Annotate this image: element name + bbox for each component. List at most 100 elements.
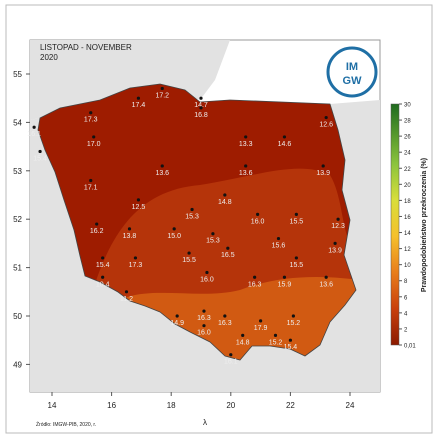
y-tick-label: 51 xyxy=(13,264,22,273)
station xyxy=(199,96,203,100)
station-value: 13.3 xyxy=(239,141,253,148)
station-value: 17.0 xyxy=(87,141,101,148)
colorbar-tick-label: 30 xyxy=(404,103,411,109)
station-value: 14.8 xyxy=(236,339,250,346)
x-tick-label: 20 xyxy=(226,401,235,410)
station xyxy=(211,232,215,236)
station-value: 15.4 xyxy=(33,155,47,162)
station xyxy=(324,115,328,120)
station xyxy=(282,135,287,139)
station-value: 15.3 xyxy=(185,214,199,221)
station xyxy=(226,246,230,250)
station-value: 15.6 xyxy=(272,243,286,250)
station xyxy=(175,314,179,318)
colorbar-tick-label: 10 xyxy=(404,263,411,269)
station xyxy=(244,164,248,168)
station xyxy=(244,135,248,139)
land xyxy=(30,40,230,120)
station-value: 13.6 xyxy=(155,170,169,177)
station-value: 15.2 xyxy=(287,320,301,327)
logo xyxy=(326,46,378,98)
station xyxy=(172,227,176,231)
station-value: 16.3 xyxy=(248,281,262,288)
station-value: 15.5 xyxy=(290,218,304,225)
station-value: 14.8 xyxy=(218,199,232,206)
station xyxy=(133,256,138,260)
station-value: 13.9 xyxy=(328,247,342,254)
station xyxy=(253,275,257,279)
y-tick-label: 50 xyxy=(13,312,22,321)
y-tick-label: 53 xyxy=(13,167,22,176)
station-value: 15.3 xyxy=(206,238,220,245)
station-value: 12.5 xyxy=(132,204,146,211)
footer: Źródło: IMGW-PIB, 2020, r. xyxy=(36,421,96,428)
colorbar-tick-label: 2 xyxy=(404,327,408,333)
station xyxy=(241,333,245,337)
colorbar-tick-label: 0,01 xyxy=(404,344,416,350)
station-value: 15.4 xyxy=(284,344,298,351)
y-tick-label: 54 xyxy=(13,118,22,127)
station-value: 16.0 xyxy=(197,330,211,337)
colorbar-tick-label: 8 xyxy=(404,279,408,285)
station-value: 17.3 xyxy=(129,262,143,269)
x-tick-label: 18 xyxy=(167,401,176,410)
station xyxy=(333,241,337,245)
y-tick-label: 55 xyxy=(13,70,22,79)
station xyxy=(291,314,295,318)
station-value: 15.9 xyxy=(278,281,292,288)
station-value: 16.2 xyxy=(90,228,104,235)
colorbar-tick-label: 20 xyxy=(404,183,411,189)
colorbar-tick-label: 16 xyxy=(404,215,411,221)
station-value: 13.6 xyxy=(239,170,253,177)
colorbar-tick-label: 18 xyxy=(404,199,411,205)
station-value: 16.5 xyxy=(221,252,235,259)
station xyxy=(38,149,42,154)
station-value: 14.7 xyxy=(194,102,208,109)
station xyxy=(89,178,93,183)
colorbar-tick-label: 6 xyxy=(404,295,408,301)
station xyxy=(160,86,164,91)
station xyxy=(288,338,292,342)
x-tick-label: 14 xyxy=(48,401,57,410)
station-value: 13.9 xyxy=(316,170,330,177)
x-axis-label: λ xyxy=(203,418,207,427)
station xyxy=(124,290,129,294)
station xyxy=(199,106,203,110)
station-value: 13.8 xyxy=(123,233,137,240)
station-value: 16.8 xyxy=(194,112,208,119)
x-tick-label: 22 xyxy=(286,401,295,410)
station-value: 12.6 xyxy=(319,122,333,129)
station xyxy=(101,275,105,279)
frame xyxy=(5,4,433,434)
station xyxy=(89,111,93,115)
station xyxy=(223,314,227,318)
station xyxy=(205,270,209,275)
station-value: 16.1 xyxy=(27,131,41,138)
station-value: 15.5 xyxy=(290,262,304,269)
border xyxy=(37,83,357,361)
colorbar-tick-label: 22 xyxy=(404,167,411,173)
x-tick-label: 24 xyxy=(346,401,355,410)
station xyxy=(32,125,36,129)
station-value: 16.0 xyxy=(200,276,214,283)
colorbar-tick-label: 4 xyxy=(404,311,408,317)
station xyxy=(92,135,96,139)
logo-text: GW xyxy=(343,75,363,87)
station xyxy=(276,236,281,241)
station-value: 10.4 xyxy=(96,281,110,288)
station xyxy=(294,256,298,260)
station xyxy=(202,309,206,313)
station-value: 16.1 xyxy=(224,359,238,366)
station-value: 16.0 xyxy=(251,218,265,225)
logo-text: IM xyxy=(346,61,358,73)
station xyxy=(259,319,263,323)
colorbar-tick-label: 26 xyxy=(404,135,411,141)
station xyxy=(324,275,328,279)
station-value: 17.9 xyxy=(254,325,268,332)
station-value: 17.1 xyxy=(84,184,98,191)
station xyxy=(136,198,141,202)
station-value: 13.6 xyxy=(319,281,333,288)
station xyxy=(256,212,260,216)
station-value: 14.9 xyxy=(170,320,184,327)
